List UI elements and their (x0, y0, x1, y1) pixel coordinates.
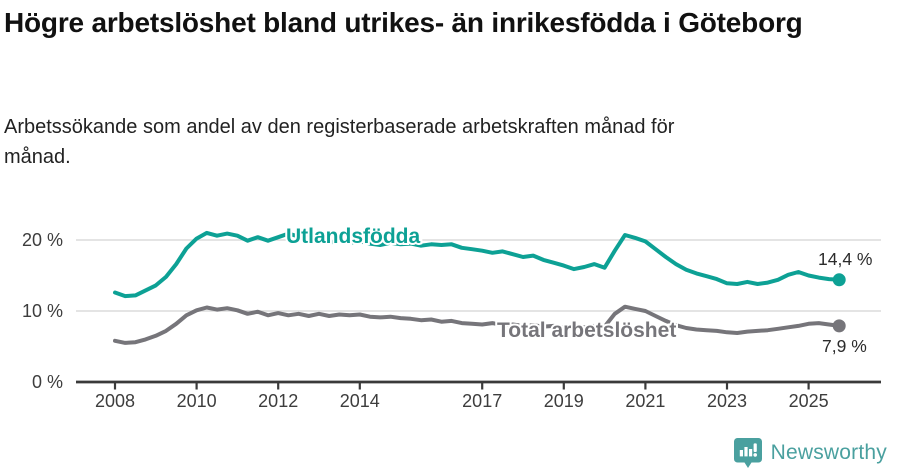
brand-footer: Newsworthy (733, 436, 887, 470)
x-tick-label: 2010 (177, 391, 217, 411)
y-axis-label: 20 % (22, 230, 63, 250)
x-tick-label: 2025 (789, 391, 829, 411)
series-end-value-total-arbetsloshet: 7,9 % (822, 336, 867, 356)
brand-name: Newsworthy (770, 441, 887, 464)
x-tick-label: 2008 (95, 391, 135, 411)
chart-subtitle: Arbetssökande som andel av den registerb… (4, 116, 675, 168)
newsworthy-bubble-chart-icon (733, 437, 763, 470)
x-tick-label: 2023 (707, 391, 747, 411)
x-tick-label: 2021 (625, 391, 665, 411)
page-title: Högre arbetslöshet bland utrikes- än inr… (4, 7, 803, 38)
x-tick-label: 2012 (258, 391, 298, 411)
y-axis-label: 10 % (22, 301, 63, 321)
series-end-dot-total-arbetsloshet (832, 319, 846, 333)
x-tick-label: 2019 (544, 391, 584, 411)
series-end-value-utlandsfodda: 14,4 % (818, 249, 872, 269)
y-axis-label: 0 % (32, 372, 63, 392)
x-tick-label: 2014 (340, 391, 380, 411)
unemployment-line-chart: 0 % 10 % 20 % 2008 2010 2012 2014 2017 2019 2021 2… (0, 210, 900, 425)
series-end-dot-utlandsfodda (832, 273, 846, 287)
series-label-utlandsfodda: Utlandsfödda (286, 225, 420, 248)
line-chart-canvas: 0 % 10 % 20 % 2008 2010 2012 2014 2017 2019 2021 2… (22, 223, 881, 411)
newsworthy-icon-svg (733, 437, 762, 468)
x-tick-label: 2017 (462, 391, 502, 411)
series-line-utlandsfodda (113, 230, 842, 299)
series-label-total-arbetsloshet: Total arbetslöshet (497, 319, 676, 342)
series-line-total-arbetsloshet (113, 304, 842, 345)
